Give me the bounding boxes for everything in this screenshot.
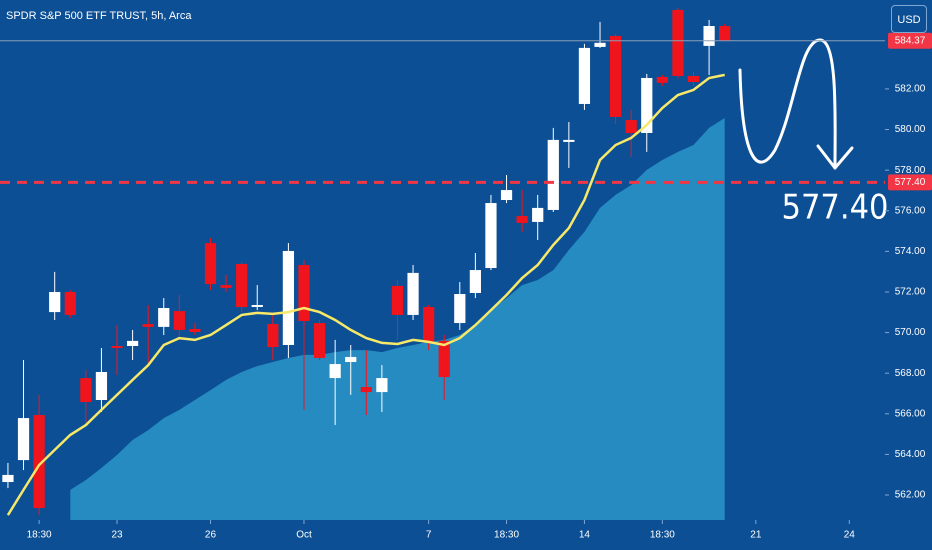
candle-body <box>516 216 528 223</box>
candle-body <box>687 75 700 83</box>
y-tick-label: 576.00 <box>895 205 926 216</box>
candle-body <box>391 285 404 315</box>
price-tag <box>888 174 932 191</box>
price-tag <box>888 32 932 49</box>
plot-area <box>2 7 731 520</box>
y-tick-label: 562.00 <box>895 490 926 501</box>
currency-button[interactable]: USD <box>891 5 927 33</box>
area <box>70 118 725 520</box>
candle-body <box>49 291 61 313</box>
y-tick-label: 566.00 <box>895 408 926 419</box>
x-tick-label: 14 <box>579 530 591 541</box>
candle-body <box>438 340 450 378</box>
candle-body <box>360 387 372 393</box>
y-tick-label: 568.00 <box>895 368 926 379</box>
candle-body <box>500 190 513 200</box>
candle-body <box>220 285 232 288</box>
candle-body <box>111 345 123 349</box>
moving-average <box>6 73 725 516</box>
candle-body <box>2 474 14 483</box>
candle-body <box>298 264 310 322</box>
candle-body <box>189 328 201 332</box>
price-tag-label: 577.40 <box>895 177 926 188</box>
candle-body <box>609 35 622 117</box>
x-tick-label: 26 <box>205 530 217 541</box>
x-tick-label: 21 <box>750 530 762 541</box>
x-tick-label: 18:30 <box>650 530 675 541</box>
candle-body <box>469 270 481 293</box>
y-tick-label: 580.00 <box>895 124 926 135</box>
candle-body <box>485 203 497 269</box>
annotation: 577.40 <box>782 188 889 228</box>
candle-body <box>17 418 30 461</box>
candle-body <box>578 47 591 104</box>
y-tick-label: 582.00 <box>895 84 926 95</box>
candle-body <box>563 139 575 142</box>
candle-body <box>158 308 170 327</box>
y-tick-label: 564.00 <box>895 449 926 460</box>
candle-body <box>532 207 544 222</box>
y-tick-label: 572.00 <box>895 287 926 298</box>
y-tick-label: 574.00 <box>895 246 926 257</box>
candle-body <box>329 364 341 379</box>
candle-body <box>376 378 388 393</box>
candle-body <box>719 25 731 41</box>
price-tag-label: 584.37 <box>895 35 926 46</box>
x-tick-label: 18:30 <box>494 530 519 541</box>
candle-body <box>142 324 154 327</box>
candle-body <box>33 415 45 509</box>
x-tick-label: 7 <box>426 530 432 541</box>
candle-body <box>126 340 139 346</box>
candle-body <box>656 76 668 83</box>
candle-body <box>282 250 295 345</box>
candle-body <box>251 304 263 308</box>
y-tick-label: 570.00 <box>895 327 926 338</box>
forecast-arrow <box>738 38 837 170</box>
y-tick-label: 578.00 <box>895 165 926 176</box>
candle-body <box>547 139 559 210</box>
chart-title: SPDR S&P 500 ETF TRUST, 5h, Arca <box>6 10 192 22</box>
candle-body <box>625 120 637 133</box>
arrow-head <box>816 144 854 170</box>
candle-body <box>313 323 326 358</box>
candle-body <box>703 25 715 46</box>
candle-body <box>80 378 92 403</box>
candle-body <box>95 371 108 400</box>
candle-body <box>672 9 684 76</box>
x-tick-label: Oct <box>296 530 312 541</box>
x-tick-label: 23 <box>111 530 123 541</box>
candle-body <box>423 307 435 342</box>
candle-body <box>267 324 279 348</box>
candle-body <box>204 243 217 285</box>
candle-body <box>236 263 248 308</box>
candle-body <box>173 311 185 330</box>
candle-body <box>641 77 653 133</box>
x-tick-label: 24 <box>844 530 856 541</box>
candle-body <box>454 294 466 324</box>
candle-body <box>64 291 76 315</box>
candle-body <box>345 356 357 363</box>
x-tick-label: 18:30 <box>27 530 52 541</box>
candle-body <box>594 42 606 47</box>
candle-body <box>407 272 419 315</box>
